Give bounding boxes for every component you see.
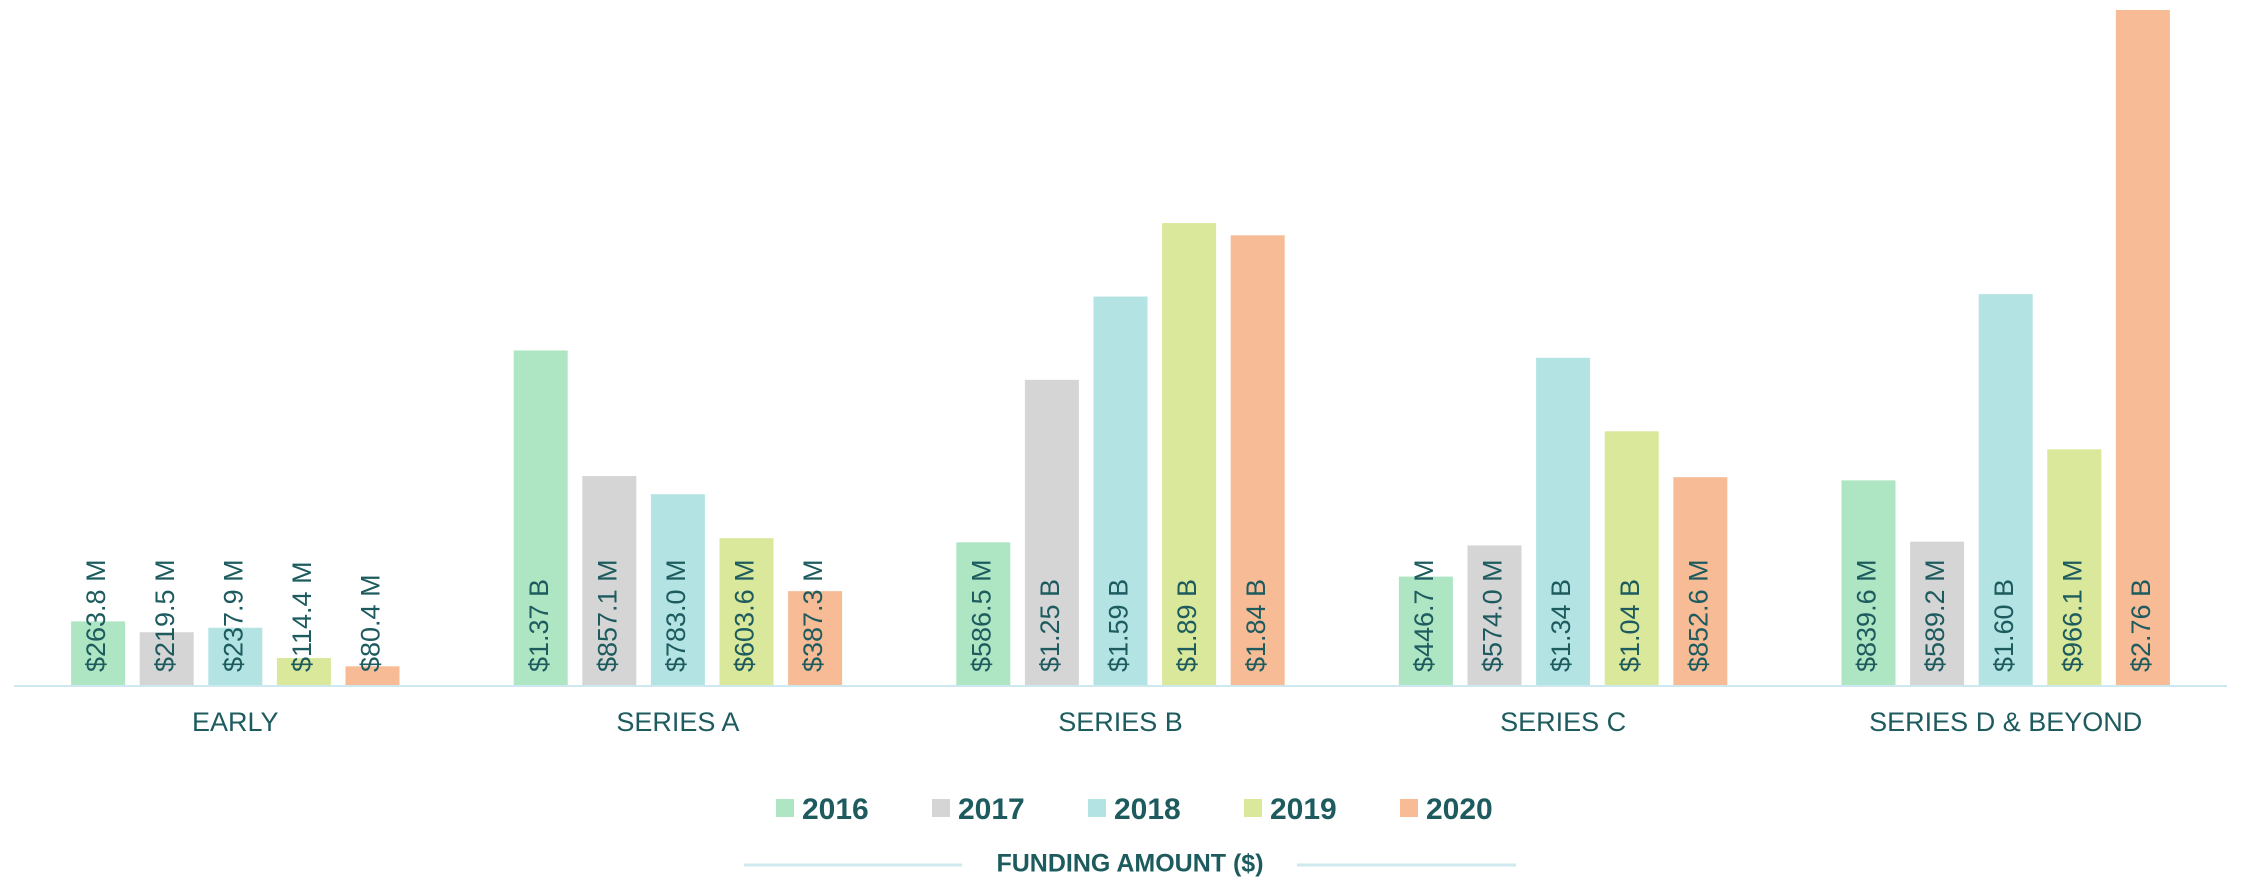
bar <box>513 350 568 686</box>
data-label: $783.0 M <box>661 559 691 672</box>
data-label: $1.04 B <box>1615 579 1645 672</box>
data-label: $446.7 M <box>1409 559 1439 672</box>
data-label: $2.76 B <box>2126 579 2156 672</box>
data-label: $219.5 M <box>150 559 180 672</box>
legend-swatch <box>1400 799 1418 817</box>
bar <box>788 591 843 686</box>
bar <box>1093 296 1148 686</box>
legend-label: 2018 <box>1114 793 1181 826</box>
data-label: $603.6 M <box>730 559 760 672</box>
bar <box>1398 576 1453 686</box>
bar <box>1467 545 1522 686</box>
x-axis-title: FUNDING AMOUNT ($) <box>996 850 1263 878</box>
data-label: $1.25 B <box>1035 579 1065 672</box>
legend-label: 2016 <box>802 793 869 826</box>
legend-swatch <box>776 799 794 817</box>
bar <box>71 621 126 686</box>
bar <box>956 542 1011 686</box>
bar <box>1978 294 2033 686</box>
bar <box>1536 357 1591 686</box>
data-label: $263.8 M <box>81 559 111 672</box>
bar <box>1910 541 1965 686</box>
legend-label: 2019 <box>1270 793 1337 826</box>
data-label: $1.84 B <box>1241 579 1271 672</box>
bar <box>1841 480 1896 686</box>
data-label: $1.60 B <box>1989 579 2019 672</box>
data-label: $589.2 M <box>1920 559 1950 672</box>
bar <box>208 627 263 686</box>
bar <box>276 657 331 686</box>
bar <box>2047 449 2102 686</box>
x-tick-label: SERIES D & BEYOND <box>1869 707 2142 737</box>
x-tick-label: SERIES C <box>1500 707 1626 737</box>
data-label: $966.1 M <box>2057 559 2087 672</box>
bar <box>1230 235 1285 687</box>
x-tick-label: SERIES A <box>616 707 739 737</box>
bar <box>1673 477 1728 686</box>
legend-label: 2017 <box>958 793 1025 826</box>
legend-swatch <box>1088 799 1106 817</box>
bar <box>1162 223 1217 686</box>
bar <box>719 538 774 686</box>
data-label: $839.6 M <box>1852 559 1882 672</box>
bar <box>2115 10 2170 686</box>
data-label: $387.3 M <box>798 559 828 672</box>
data-label: $1.89 B <box>1172 579 1202 672</box>
bar <box>650 494 705 686</box>
bar <box>139 632 194 686</box>
x-tick-label: EARLY <box>192 707 279 737</box>
data-label: $1.59 B <box>1104 579 1134 672</box>
data-label: $114.4 M <box>287 561 317 672</box>
bar <box>1604 431 1659 686</box>
data-label: $586.5 M <box>966 559 996 672</box>
data-label: $237.9 M <box>218 559 248 672</box>
data-label: $574.0 M <box>1478 559 1508 672</box>
legend-label: 2020 <box>1426 793 1493 826</box>
data-label: $80.4 M <box>356 574 386 672</box>
bar <box>582 476 637 686</box>
data-label: $1.37 B <box>524 579 554 672</box>
legend-swatch <box>932 799 950 817</box>
x-tick-label: SERIES B <box>1058 707 1183 737</box>
bar <box>1024 379 1079 686</box>
bar <box>345 666 400 686</box>
data-label: $857.1 M <box>592 559 622 672</box>
data-label: $1.34 B <box>1546 579 1576 672</box>
data-label: $852.6 M <box>1683 559 1713 672</box>
legend-swatch <box>1244 799 1262 817</box>
